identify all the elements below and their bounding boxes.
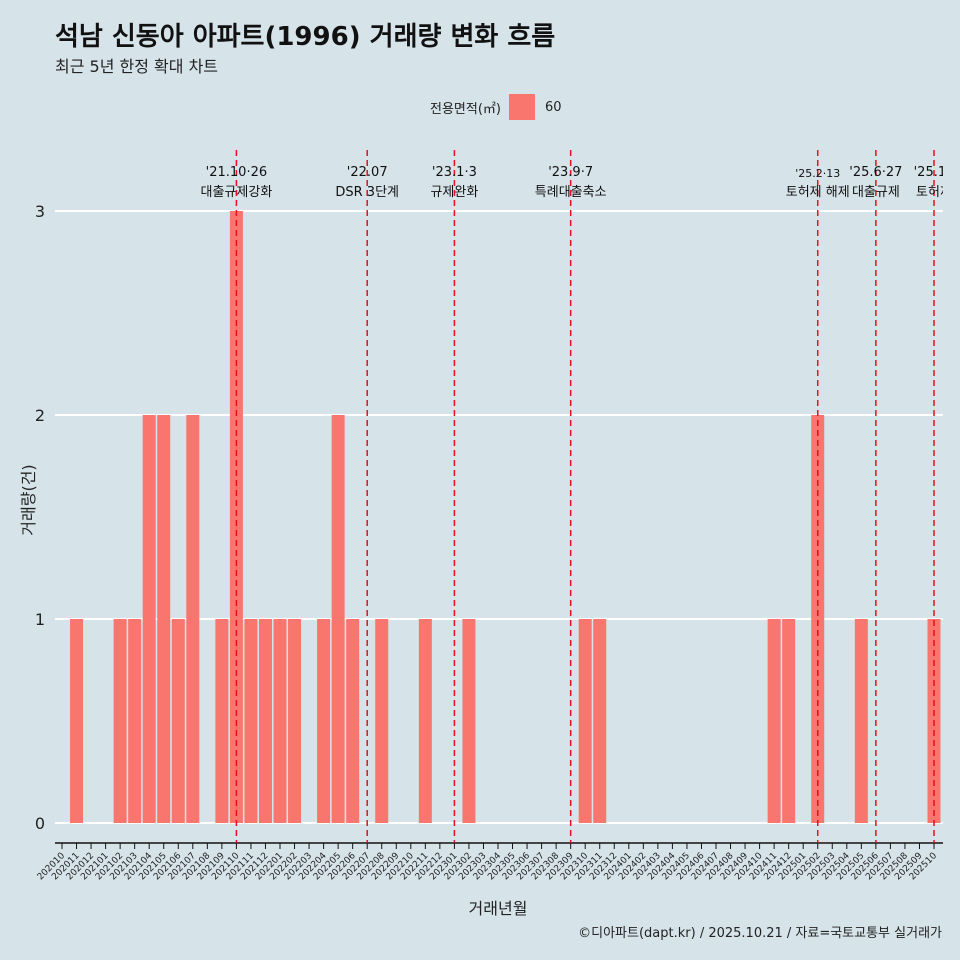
- bar: [418, 619, 432, 823]
- event-date: '25.10: [914, 165, 955, 180]
- bar: [215, 619, 229, 823]
- event-date: '21.10·26: [206, 165, 267, 180]
- chart-subtitle: 최근 5년 한정 확대 차트: [55, 57, 219, 76]
- chart-title: 석남 신동아 아파트(1996) 거래량 변화 흐름: [55, 22, 556, 52]
- bar: [782, 619, 796, 823]
- bar: [346, 619, 360, 823]
- bar: [128, 619, 142, 823]
- event-label: DSR 3단계: [335, 185, 399, 200]
- legend: 전용면적(㎡) 60: [430, 94, 562, 120]
- bar: [142, 415, 156, 823]
- event-label: 토허제 해제: [786, 185, 850, 200]
- event-label: 특례대출축소: [535, 185, 607, 200]
- x-axis-title: 거래년월: [469, 899, 528, 918]
- y-axis-title: 거래량(건): [19, 464, 38, 535]
- bar: [186, 415, 200, 823]
- y-tick-label: 1: [35, 610, 45, 629]
- bar: [258, 619, 272, 823]
- legend-swatch: [508, 94, 535, 120]
- event-label: 대출규제강화: [201, 185, 273, 200]
- bar: [171, 619, 185, 823]
- bar: [462, 619, 476, 823]
- bar: [244, 619, 258, 823]
- y-tick-label: 3: [35, 202, 45, 221]
- bar: [767, 619, 781, 823]
- bar: [273, 619, 287, 823]
- caption: ©디아파트(dapt.kr) / 2025.10.21 / 자료=국토교통부 실…: [578, 926, 942, 941]
- bar: [811, 415, 825, 823]
- y-tick-label: 0: [35, 814, 45, 833]
- bar: [854, 619, 868, 823]
- event-date: '25.2·13: [795, 167, 840, 180]
- bar: [70, 619, 84, 823]
- bar: [317, 619, 331, 823]
- event-date: '25.6·27: [849, 165, 902, 180]
- legend-title: 전용면적(㎡): [430, 101, 501, 117]
- event-label: 토허제: [916, 185, 952, 200]
- legend-label: 60: [544, 99, 562, 115]
- bar: [288, 619, 302, 823]
- event-date: '23.9·7: [548, 165, 593, 180]
- bar: [375, 619, 389, 823]
- bar: [157, 415, 171, 823]
- event-date: '23.1·3: [432, 165, 477, 180]
- y-tick-label: 2: [35, 406, 45, 425]
- bar: [229, 211, 243, 823]
- bar: [113, 619, 127, 823]
- event-label: 대출규제: [852, 185, 900, 200]
- event-label: 규제완화: [430, 185, 478, 200]
- bar: [331, 415, 345, 823]
- bar: [578, 619, 592, 823]
- event-date: '22.07: [347, 165, 388, 180]
- bar: [593, 619, 607, 823]
